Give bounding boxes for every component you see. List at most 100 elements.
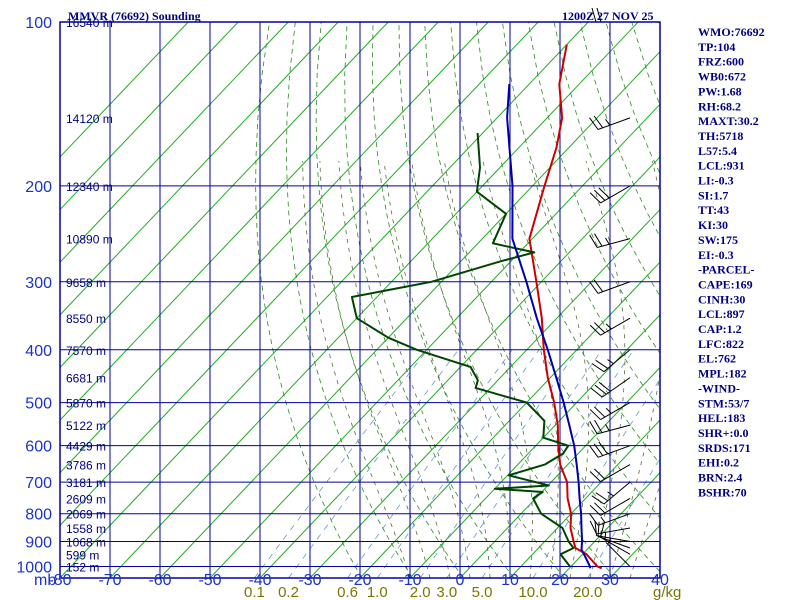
height-label: 1558 m [66, 522, 106, 536]
temperature-tick-label: 40 [651, 572, 669, 589]
moist-adiabat [359, 160, 471, 578]
barb-staff [605, 542, 631, 567]
moist-adiabat [411, 160, 511, 578]
index-entry: TH:5718 [698, 129, 743, 143]
pressure-tick-label: 400 [25, 343, 52, 360]
height-label: 2069 m [66, 508, 106, 522]
barb-half-feather [605, 237, 610, 245]
isotherm-line [60, 22, 189, 158]
barb-feather [589, 445, 599, 458]
height-labels: 16540 m 14120 m 12340 m 10890 m 9658 m 8550 m… [66, 16, 113, 574]
isotherm-line [60, 22, 339, 316]
pressure-tick-label: 300 [25, 275, 52, 292]
dry-adiabat [285, 22, 413, 578]
mixing-ratio-line [254, 349, 428, 578]
height-label: 5870 m [66, 397, 106, 411]
chart-title: MMVR (76692) Sounding [68, 9, 201, 23]
barb-feather [594, 322, 606, 334]
height-label: 10890 m [66, 233, 113, 247]
wind-barb [591, 349, 631, 373]
barb-feather [600, 523, 605, 538]
index-entry: EL:762 [698, 352, 736, 366]
dry-adiabat [424, 22, 660, 573]
index-entry: PW:1.68 [698, 84, 742, 98]
isotherm-line [109, 22, 639, 578]
height-label: 12340 m [66, 180, 113, 194]
pressure-unit-label: mb [34, 572, 56, 589]
barb-feather [589, 281, 599, 294]
height-label: 599 m [66, 548, 99, 562]
valid-time: 1200Z 27 NOV 25 [562, 9, 653, 23]
barb-feather [596, 7, 602, 23]
barb-feather [594, 189, 606, 201]
index-entry: SI:1.7 [698, 188, 728, 202]
height-label: 7570 m [66, 344, 106, 358]
moist-adiabat [609, 160, 660, 578]
wind-barb [589, 185, 631, 204]
parcel-trace [506, 83, 592, 569]
mixing-ratio-label: 20.0 [573, 584, 602, 600]
index-entry: HEL:183 [698, 411, 745, 425]
moist-adiabat [302, 160, 411, 578]
height-label: 6681 m [66, 372, 106, 386]
barb-feather [594, 468, 606, 480]
temperature-trace [528, 44, 603, 570]
isotherm-line [259, 156, 660, 578]
barb-staff [597, 238, 631, 248]
index-entry: LCL:897 [698, 307, 745, 321]
barb-half-feather [600, 516, 606, 524]
barb-half-feather [607, 491, 614, 497]
moist-adiabat [319, 160, 431, 578]
moist-adiabat [482, 160, 559, 578]
moist-adiabat [585, 160, 626, 578]
barb-half-feather [605, 323, 612, 330]
temperature-tick-label: 20 [551, 572, 569, 589]
barb-feather [594, 419, 603, 433]
index-entry: LCL:931 [698, 159, 745, 173]
stability-indices-panel: WMO:76692TP:104FRZ:600WB0:672PW:1.68RH:6… [698, 25, 765, 499]
pressure-tick-label: 600 [25, 439, 52, 456]
barb-staff [596, 535, 631, 543]
temperature-tick-label: -70 [98, 572, 121, 589]
barb-staff [600, 185, 631, 204]
isotherm-line [409, 314, 660, 578]
wind-barb [590, 377, 631, 398]
isotherm-line [60, 22, 539, 527]
barb-feather [591, 495, 605, 505]
barb-feather [590, 387, 603, 398]
pressure-tick-label: 100 [25, 15, 52, 32]
dewpoint-trace [350, 133, 575, 568]
pressure-tick-label: 900 [25, 535, 52, 552]
barb-staff [600, 498, 631, 516]
height-label: 2609 m [66, 492, 106, 506]
barb-half-feather [607, 359, 614, 365]
barb-half-feather [605, 407, 612, 414]
barb-staff [600, 402, 631, 420]
isotherm-line [509, 419, 660, 578]
barb-staff [597, 445, 631, 458]
index-entry: -WIND- [698, 381, 740, 395]
pressure-tick-label: 1000 [16, 559, 52, 576]
index-entry: KI:30 [698, 218, 728, 232]
wind-barb [589, 441, 631, 458]
barb-staff [600, 536, 631, 555]
wind-barb [589, 233, 631, 248]
index-entry: CINH:30 [698, 292, 745, 306]
index-entry: MAXT:30.2 [698, 114, 759, 128]
height-label: 4429 m [66, 440, 106, 454]
index-entry: LI:-0.3 [698, 174, 734, 188]
mixing-ratio-label: 0.6 [337, 584, 358, 600]
height-label: 16540 m [66, 16, 113, 30]
barb-feather [589, 409, 601, 420]
moist-adiabat [529, 160, 590, 578]
barb-half-feather [604, 531, 607, 540]
isotherm-line [209, 103, 660, 578]
mixing-ratio-line [481, 349, 634, 578]
index-entry: LFC:822 [698, 337, 744, 351]
wind-barb [589, 402, 631, 420]
wind-barbs [589, 7, 631, 567]
barb-staff [597, 281, 631, 294]
barb-feather [593, 279, 604, 292]
temperature-tick-label: -10 [398, 572, 421, 589]
barb-feather [589, 117, 599, 130]
